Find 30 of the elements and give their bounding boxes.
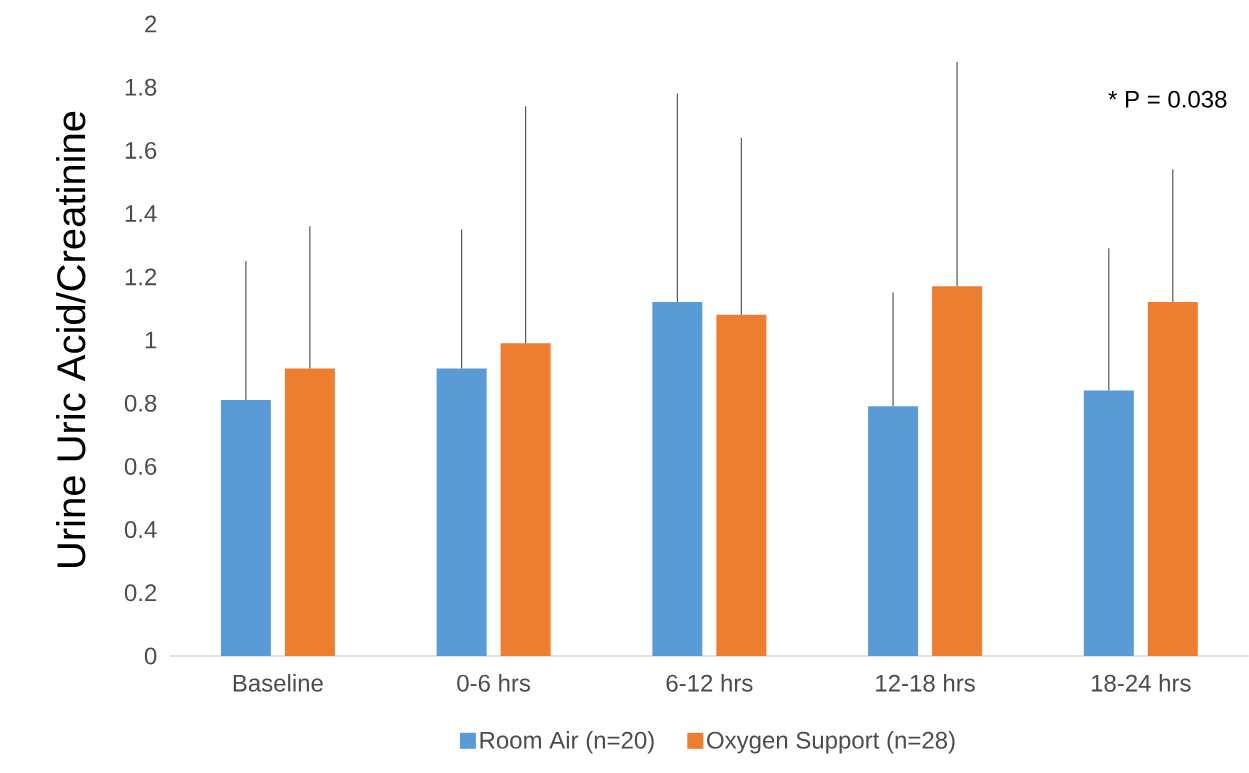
x-tick-label: 18-24 hrs: [1091, 674, 1191, 692]
y-tick-label: 1.2: [125, 268, 157, 286]
x-tick-label: 6-12 hrs: [666, 674, 753, 692]
bar: [436, 368, 487, 656]
bar: [652, 302, 703, 656]
y-tick-label: 0.4: [124, 521, 157, 539]
y-axis-title: Urine Uric Acid/Creatinine: [56, 111, 86, 567]
legend-label: Room Air (n=20): [480, 731, 654, 754]
legend-label: Oxygen Support (n=28): [707, 731, 955, 754]
bar: [284, 368, 335, 656]
y-tick-label: 0.6: [124, 457, 157, 475]
x-tick-label: 12-18 hrs: [876, 674, 975, 692]
bar: [868, 406, 919, 656]
y-tick-label: 0: [144, 647, 157, 665]
bar: [500, 343, 551, 656]
y-tick-label: 2: [145, 15, 157, 33]
bar: [932, 286, 983, 656]
bar: [1147, 302, 1198, 656]
y-tick-label: 0.2: [124, 584, 157, 602]
x-tick-label: Baseline: [233, 674, 323, 692]
bar: [716, 314, 767, 656]
y-tick-label: 1.4: [125, 205, 157, 222]
y-tick-label: 1.8: [125, 78, 157, 96]
x-tick-label: 0-6 hrs: [457, 674, 531, 692]
bar: [1083, 390, 1134, 656]
y-tick-label: 0.8: [124, 394, 157, 412]
bar: [220, 400, 271, 656]
annotation: * P = 0.038: [1108, 90, 1227, 108]
y-tick-label: 1: [145, 331, 157, 349]
y-tick-label: 1.6: [125, 141, 157, 159]
